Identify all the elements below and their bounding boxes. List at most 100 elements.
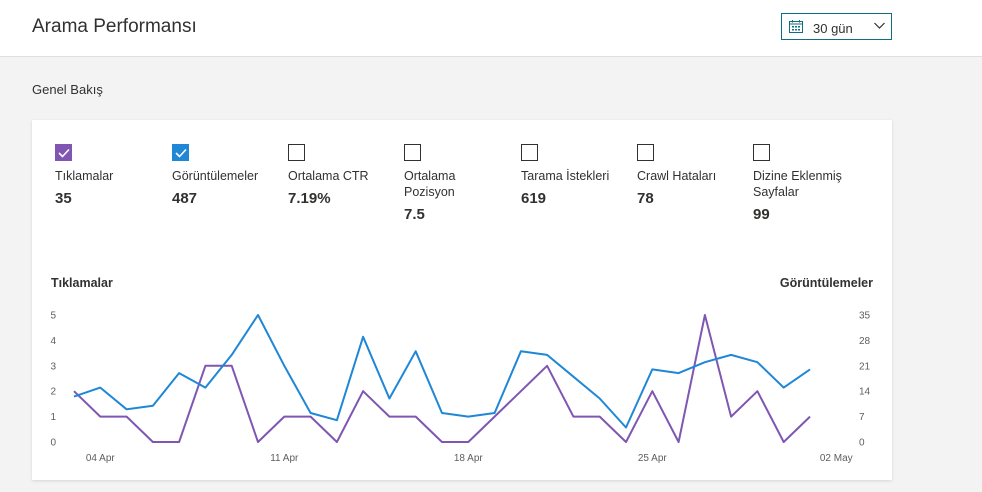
data-point-impressions: [152, 405, 154, 407]
overview-label: Genel Bakış: [32, 82, 103, 97]
series-line-clicks: [73, 314, 811, 443]
data-point-clicks: [756, 390, 758, 392]
metric-value: 35: [55, 190, 72, 207]
data-point-clicks: [388, 416, 390, 418]
metric-name: Tarama İstekleri: [521, 169, 610, 183]
data-point-clicks: [126, 416, 128, 418]
data-point-clicks: [783, 441, 785, 443]
crawl-errors-checkbox[interactable]: [637, 144, 654, 161]
data-point-impressions: [494, 412, 496, 414]
data-point-impressions: [178, 372, 180, 374]
metric-name: Crawl Hataları: [637, 169, 717, 183]
date-range-dropdown[interactable]: 30 gün: [781, 13, 892, 40]
data-point-impressions: [599, 397, 601, 399]
series-line-impressions: [73, 314, 811, 429]
data-point-clicks: [152, 441, 154, 443]
x-tick-label: 02 May: [820, 453, 853, 464]
metric-value: 487: [172, 190, 198, 207]
data-point-clicks: [415, 416, 417, 418]
metric-value: 619: [521, 190, 547, 207]
metric-avg-position[interactable]: Ortalama Pozisyon 7.5: [404, 144, 496, 223]
data-point-impressions: [126, 408, 128, 410]
data-point-impressions: [388, 397, 390, 399]
right-tick-label: 21: [859, 361, 871, 372]
x-tick-label: 11 Apr: [270, 453, 299, 464]
metric-value: 7.5: [404, 206, 425, 223]
data-point-clicks: [310, 416, 312, 418]
page-title: Arama Performansı: [32, 16, 197, 37]
data-point-clicks: [204, 365, 206, 367]
metric-name: Tıklamalar: [55, 169, 114, 183]
clicks-checkbox[interactable]: [55, 144, 72, 161]
avg-position-checkbox[interactable]: [404, 144, 421, 161]
metric-name: Görüntülemeler: [172, 169, 259, 183]
data-point-clicks: [257, 441, 259, 443]
data-point-clicks: [441, 441, 443, 443]
x-tick-label: 04 Apr: [86, 453, 116, 464]
data-point-impressions: [283, 365, 285, 367]
left-tick-label: 1: [50, 412, 56, 423]
data-point-impressions: [783, 387, 785, 389]
checkmark-icon: [175, 148, 187, 158]
right-tick-label: 0: [859, 438, 865, 449]
data-point-impressions: [704, 361, 706, 363]
data-point-clicks: [651, 390, 653, 392]
crawl-requests-checkbox[interactable]: [521, 144, 538, 161]
data-point-impressions: [809, 368, 811, 370]
data-point-clicks: [520, 390, 522, 392]
data-point-impressions: [625, 426, 627, 428]
right-tick-label: 14: [859, 387, 871, 398]
metric-clicks[interactable]: Tıklamalar 35: [55, 144, 165, 207]
metric-crawl-errors[interactable]: Crawl Hataları 78: [637, 144, 747, 207]
data-point-clicks: [494, 416, 496, 418]
metric-name: Ortalama CTR: [288, 169, 369, 183]
metric-avg-ctr[interactable]: Ortalama CTR 7.19%: [288, 144, 398, 207]
metric-indexed-pages[interactable]: Dizine Eklenmiş Sayfalar 99: [753, 144, 853, 223]
metric-value: 99: [753, 206, 770, 223]
metric-impressions[interactable]: Görüntülemeler 487: [172, 144, 282, 207]
data-point-impressions: [73, 396, 75, 398]
right-axis-title: Görüntülemeler: [779, 276, 873, 290]
metric-name: Dizine Eklenmiş Sayfalar: [753, 169, 842, 199]
right-tick-label: 7: [859, 412, 865, 423]
left-tick-label: 4: [50, 336, 56, 347]
data-point-clicks: [625, 441, 627, 443]
page-header: Arama Performansı 30 gün: [0, 0, 982, 57]
data-point-clicks: [362, 390, 364, 392]
avg-ctr-checkbox[interactable]: [288, 144, 305, 161]
chevron-down-icon: [874, 22, 885, 29]
data-point-impressions: [572, 376, 574, 378]
data-point-impressions: [730, 354, 732, 356]
data-point-impressions: [257, 314, 259, 316]
data-point-impressions: [99, 387, 101, 389]
data-point-impressions: [678, 372, 680, 374]
data-point-impressions: [756, 361, 758, 363]
data-point-clicks: [73, 390, 75, 392]
left-tick-label: 0: [50, 438, 56, 449]
left-axis-title: Tıklamalar: [51, 276, 113, 290]
impressions-checkbox[interactable]: [172, 144, 189, 161]
data-point-clicks: [467, 441, 469, 443]
data-point-clicks: [99, 416, 101, 418]
data-point-impressions: [362, 336, 364, 338]
indexed-pages-checkbox[interactable]: [753, 144, 770, 161]
data-point-clicks: [336, 441, 338, 443]
metric-crawl-requests[interactable]: Tarama İstekleri 619: [521, 144, 631, 207]
left-tick-label: 2: [50, 387, 56, 398]
left-tick-label: 5: [50, 311, 56, 322]
data-point-impressions: [231, 354, 233, 356]
performance-chart: 0 1 2 3 4 5 0 7 14 21 28 35 04 Apr 11 Apr 18 Apr 25 Apr…: [50, 311, 871, 465]
data-point-impressions: [651, 368, 653, 370]
right-tick-label: 35: [859, 311, 871, 322]
data-point-impressions: [415, 350, 417, 352]
left-tick-label: 3: [50, 361, 56, 372]
metric-value: 78: [637, 190, 654, 207]
data-point-impressions: [520, 350, 522, 352]
performance-card: Tıklamalar 35 Görüntülemeler 487 Ortalam…: [32, 120, 892, 480]
data-point-impressions: [546, 354, 548, 356]
data-point-clicks: [678, 441, 680, 443]
calendar-icon: [789, 20, 803, 33]
data-point-impressions: [441, 412, 443, 414]
checkmark-icon: [58, 148, 70, 158]
data-point-clicks: [704, 314, 706, 316]
